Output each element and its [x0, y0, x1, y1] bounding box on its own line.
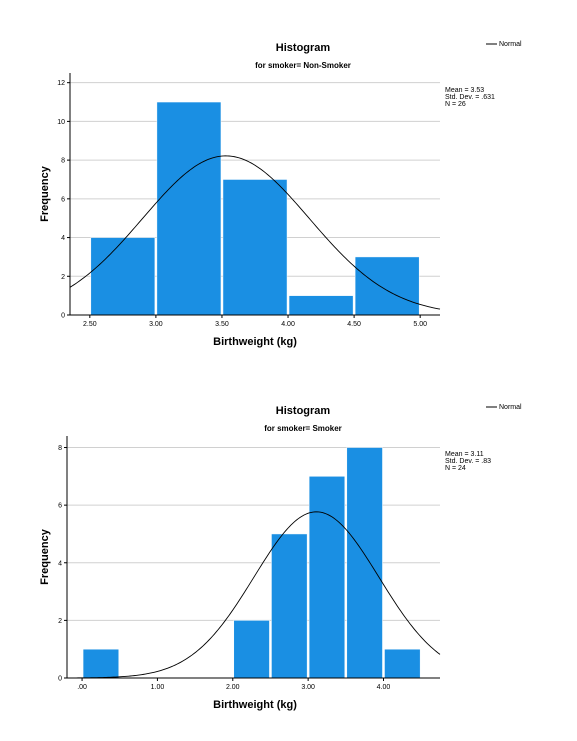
- y-axis-title: Frequency: [39, 165, 51, 222]
- x-tick-label: 3.00: [149, 321, 163, 328]
- histogram-bar: [90, 237, 156, 316]
- x-tick-label: 1.00: [151, 684, 165, 691]
- y-axis-title: Frequency: [39, 528, 51, 585]
- stats-line: N = 24: [445, 465, 466, 472]
- y-tick-label: 8: [61, 158, 65, 165]
- chart-subtitle: for smoker= Smoker: [264, 424, 342, 433]
- histogram-panel-1: 0 2 4 6 8 10 12 2.50 3.00 3.50 4.00 4.50 5.00 Histogr…: [39, 41, 522, 348]
- stats-line: N = 26: [445, 101, 466, 108]
- chart-subtitle: for smoker= Non-Smoker: [255, 61, 351, 70]
- histogram-panel-2: 0 2 4 6 8 .00 1.00 2.00 3.00 4.00 Histogram for smo…: [39, 404, 522, 711]
- x-tick-label: 4.50: [347, 321, 361, 328]
- histogram-bar: [288, 295, 354, 316]
- histogram-bar: [346, 447, 383, 679]
- y-tick-label: 0: [58, 676, 62, 683]
- x-tick-label: 4.00: [377, 684, 391, 691]
- y-tick-label: 6: [58, 503, 62, 510]
- x-axis-title: Birthweight (kg): [213, 336, 297, 348]
- stats-line: Std. Dev. = .631: [445, 94, 495, 101]
- histogram-bar: [271, 533, 308, 679]
- stats-line: Mean = 3.11: [445, 451, 484, 458]
- y-tick-label: 4: [58, 560, 62, 567]
- chart-title: Histogram: [276, 405, 331, 417]
- y-tick-label: 0: [61, 313, 65, 320]
- histogram-bar: [222, 179, 288, 316]
- normal-curve: [66, 511, 441, 679]
- y-tick-label: 4: [61, 235, 65, 242]
- legend-label: Normal: [499, 404, 522, 411]
- x-tick-label: 2.50: [83, 321, 97, 328]
- y-tick-label: 6: [61, 196, 65, 203]
- stats-line: Mean = 3.53: [445, 87, 484, 94]
- y-tick-label: 12: [57, 80, 65, 87]
- legend-label: Normal: [499, 41, 522, 48]
- histogram-bar: [82, 648, 119, 679]
- histogram-bar: [156, 101, 222, 316]
- x-tick-label: 2.00: [226, 684, 240, 691]
- y-tick-label: 10: [57, 119, 65, 126]
- normal-curve: [69, 155, 441, 310]
- y-tick-label: 2: [58, 618, 62, 625]
- histogram-bar: [354, 256, 420, 316]
- stats-line: Std. Dev. = .83: [445, 458, 491, 465]
- histogram-bar: [233, 620, 270, 679]
- x-axis-title: Birthweight (kg): [213, 699, 297, 711]
- y-tick-label: 8: [58, 445, 62, 452]
- x-tick-label: 3.50: [215, 321, 229, 328]
- x-tick-label: 3.00: [301, 684, 315, 691]
- histogram-bar: [384, 648, 421, 679]
- x-tick-label: 4.00: [281, 321, 295, 328]
- x-tick-label: .00: [77, 684, 87, 691]
- x-tick-label: 5.00: [413, 321, 427, 328]
- histogram-bar: [308, 476, 346, 679]
- y-tick-label: 2: [61, 274, 65, 281]
- chart-title: Histogram: [276, 42, 331, 54]
